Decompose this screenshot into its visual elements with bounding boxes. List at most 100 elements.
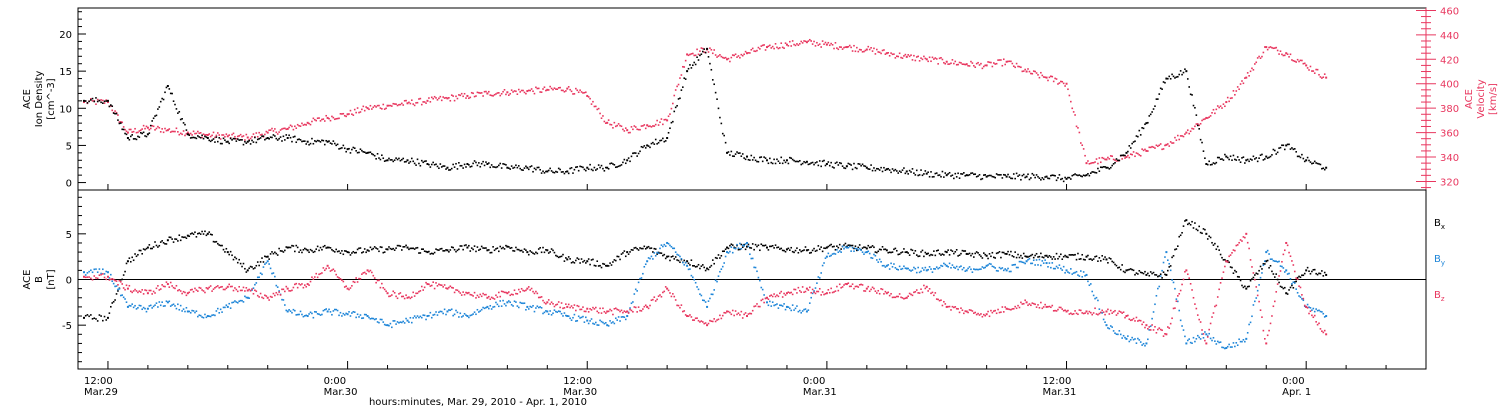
by-series-point [1218,341,1220,344]
bx-series-point [714,256,717,259]
bx-series-point [663,253,666,256]
density-series-point [358,151,360,154]
bx-series-point [1164,273,1166,276]
density-series-point [1105,166,1108,169]
by-series-point [1204,331,1206,333]
velocity-series-point [458,94,460,96]
by-series-point [803,308,805,311]
by-series-point [833,252,835,255]
density-series-point [646,144,649,147]
bz-series-point [816,290,818,293]
bz-series-point [145,289,148,292]
bx-series-point [1302,274,1305,277]
velocity-series-point [801,42,804,44]
density-series-point [486,163,489,165]
bz-series-point [634,306,637,309]
bz-series-point [1269,322,1272,325]
density-series-point [997,174,999,176]
bz-series-point [1174,307,1176,309]
by-series-point [838,250,841,252]
density-series-point [311,137,313,140]
bz-series-point [82,275,85,278]
bx-series-point [122,274,125,276]
density-series-point [933,175,935,178]
bx-series-point [1102,258,1105,261]
bz-series-point [920,288,922,291]
velocity-series-point [507,94,510,96]
density-series-point [338,148,340,150]
density-series-point [961,173,964,175]
by-series-point [488,307,490,310]
by-series-point [1071,273,1074,275]
velocity-series-point [965,63,968,66]
velocity-series-point [1235,90,1238,92]
density-series-point [1306,156,1309,159]
bz-series-point [308,284,310,286]
by-series-point [1258,284,1260,286]
bz-series-point [1323,329,1326,332]
velocity-series-point [650,126,653,128]
bx-series-point [500,247,503,250]
density-series-point [1245,159,1248,162]
by-series-point [679,255,681,258]
density-series-point [1281,144,1283,147]
by-series-point [877,261,880,263]
density-series-point [891,168,894,170]
bz-series-point [1306,307,1309,309]
by-series-point [536,305,539,308]
velocity-series-point [920,57,922,59]
by-series-point [623,316,626,319]
density-series-point [463,163,466,166]
bx-series-point [1064,254,1066,257]
density-series-point [409,160,412,163]
bz-series-point [1017,304,1019,307]
bx-series-point [1318,272,1320,275]
bx-series-point [1269,265,1272,267]
bx-series-point [863,246,865,248]
by-series-point [496,303,499,306]
density-series-point [1025,175,1028,178]
by-series-point [682,261,684,264]
velocity-series-point [863,50,865,53]
density-series-point [915,169,918,172]
density-series-point [254,136,256,139]
bx-series-point [971,252,974,255]
by-series-point [583,321,586,323]
bz-series-point [964,310,967,312]
density-series-point [185,129,188,131]
bx-series-point [690,259,693,262]
bz-series-point [385,290,387,293]
velocity-series-point [880,52,882,55]
velocity-series-point [717,55,720,57]
by-series-point [761,288,764,291]
density-series-point [325,139,328,142]
bx-series-point [720,254,723,257]
velocity-series-point [592,100,594,103]
bz-series-point [1028,303,1031,305]
bz-series-point [209,285,212,287]
bz-series-point [482,292,484,295]
velocity-series-point [865,48,868,51]
velocity-series-point [547,89,550,91]
by-series-point [1209,337,1212,340]
density-series-point [248,139,250,142]
velocity-series-point [917,55,919,58]
bz-series-point [805,287,808,290]
bx-series-point [188,235,191,238]
bz-series-point [432,281,434,283]
by-series-point [616,319,618,321]
by-series-point [1107,327,1109,329]
bz-series-point [1055,310,1058,312]
density-series-point [1038,177,1041,179]
by-series-point [1134,338,1136,340]
by-series-point [162,305,165,307]
bx-series-point [927,252,929,255]
density-series-point [636,155,638,157]
density-series-point [980,178,982,181]
bx-series-point [1025,255,1028,258]
by-series-point [108,277,111,279]
density-series-point [241,139,243,141]
bx-series-point [489,251,492,254]
velocity-series-point [1060,80,1062,83]
by-series-point [1188,338,1191,340]
